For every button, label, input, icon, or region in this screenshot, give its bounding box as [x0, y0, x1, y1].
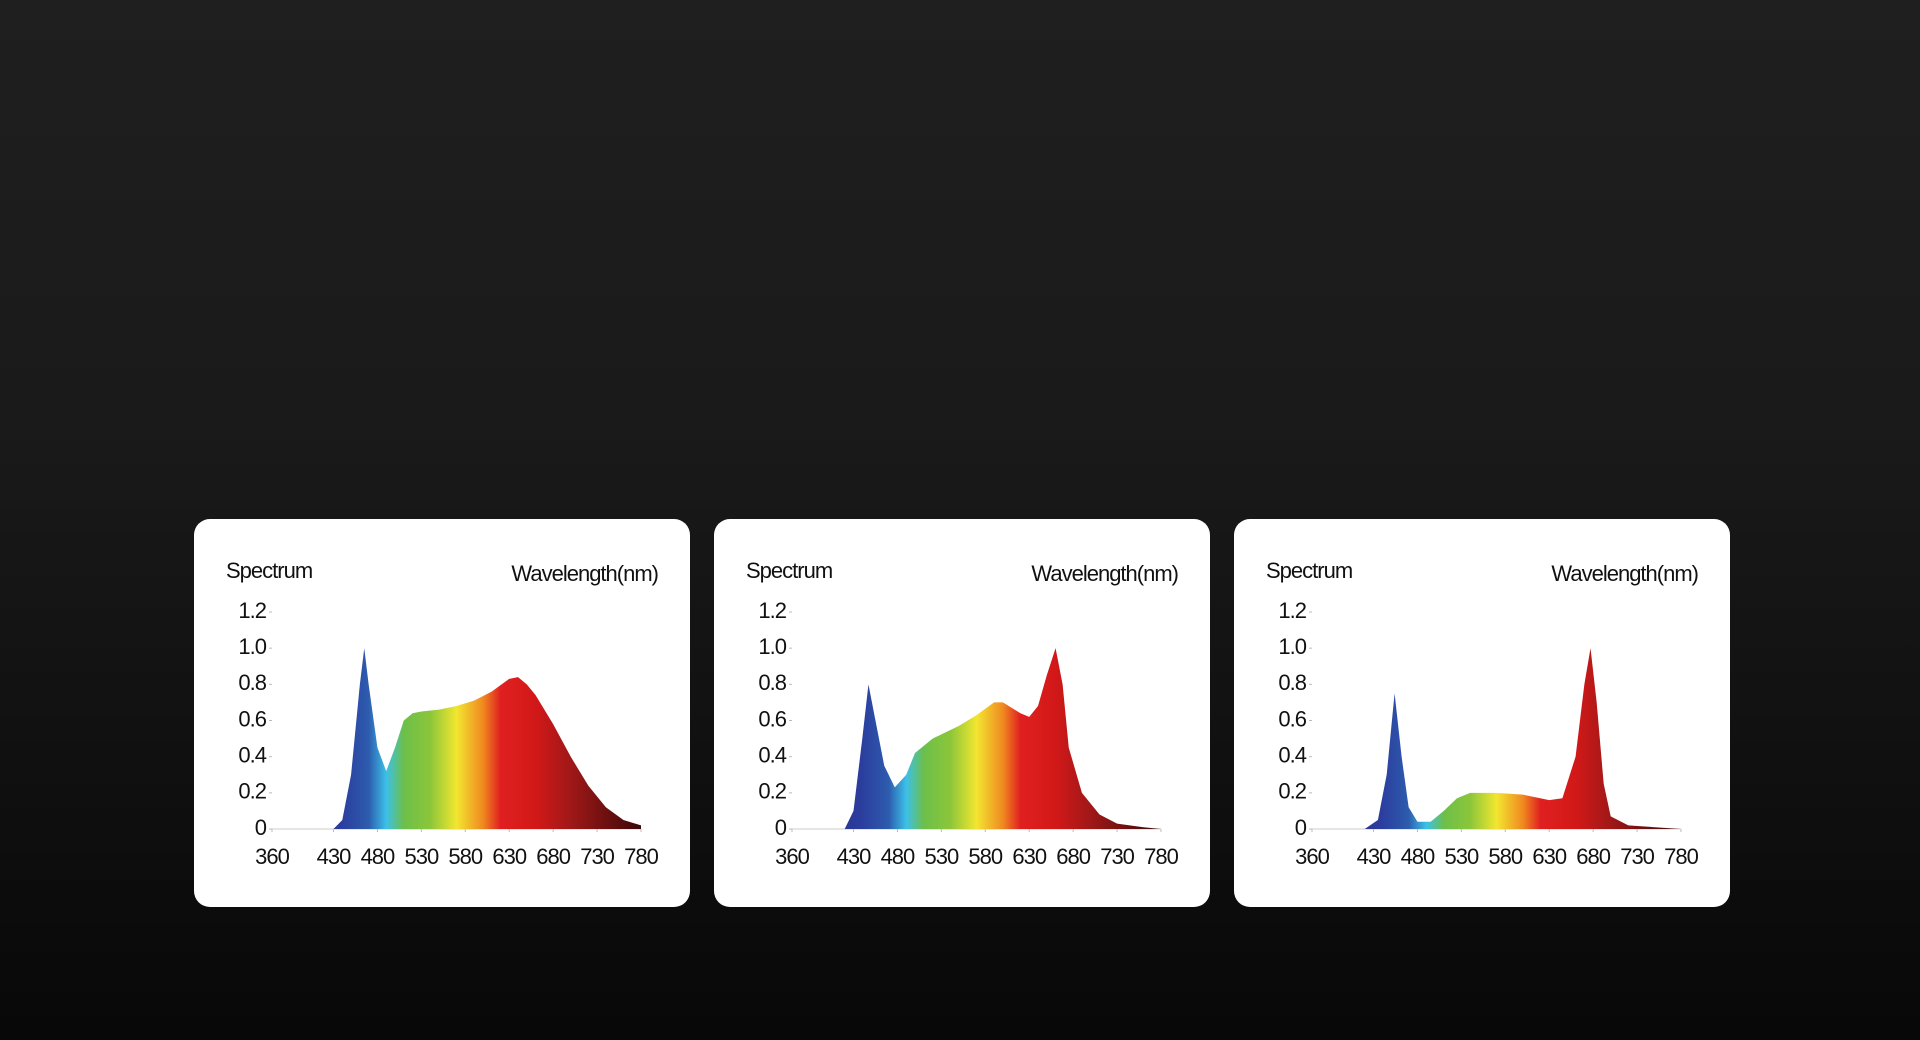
- y-tick-label: 1.2: [238, 598, 266, 623]
- x-tick-label: 530: [404, 844, 438, 869]
- x-axis-label: Wavelength(nm): [511, 561, 658, 586]
- y-tick-label: 0.2: [758, 779, 786, 804]
- y-tick-label: 0: [775, 815, 787, 840]
- x-tick-label: 360: [775, 844, 809, 869]
- y-tick-label: 1.0: [1278, 634, 1306, 659]
- y-axis-label: Spectrum: [1266, 558, 1352, 583]
- chart: Spectrum Wavelength(nm) 0 0.2 0.4 0.6 0.8 1.0 1.…: [746, 558, 1180, 869]
- y-tick-label: 0.8: [238, 670, 266, 695]
- x-tick-label: 680: [1576, 844, 1610, 869]
- x-tick-label: 360: [255, 844, 289, 869]
- spectrum-area: [333, 648, 641, 829]
- x-tick-label: 630: [492, 844, 526, 869]
- x-tick-label: 780: [624, 844, 658, 869]
- chart-card: Spectrum Wavelength(nm) 0 0.2 0.4 0.6 0.8 1.0 1.…: [194, 519, 690, 907]
- chart: Spectrum Wavelength(nm) 0 0.2 0.4 0.6 0.8 1.0 1.…: [226, 558, 660, 869]
- y-tick-label: 0.6: [758, 706, 786, 731]
- y-tick-label: 1.0: [238, 634, 266, 659]
- x-axis-label: Wavelength(nm): [1551, 561, 1698, 586]
- spectrum-area: [844, 648, 1161, 829]
- x-tick-label: 780: [1664, 844, 1698, 869]
- x-tick-label: 730: [1100, 844, 1134, 869]
- x-tick-label: 530: [924, 844, 958, 869]
- y-tick-label: 1.2: [758, 598, 786, 623]
- y-tick-label: 0.8: [758, 670, 786, 695]
- x-tick-label: 430: [317, 844, 351, 869]
- y-axis-label: Spectrum: [746, 558, 832, 583]
- x-tick-label: 630: [1012, 844, 1046, 869]
- chart-card: Spectrum Wavelength(nm) 0 0.2 0.4 0.6 0.8 1.0 1.…: [714, 519, 1210, 907]
- x-tick-label: 580: [1488, 844, 1522, 869]
- x-tick-label: 580: [968, 844, 1002, 869]
- x-tick-label: 360: [1295, 844, 1329, 869]
- y-tick-label: 0.8: [1278, 670, 1306, 695]
- x-tick-label: 430: [837, 844, 871, 869]
- y-tick-label: 0.2: [1278, 779, 1306, 804]
- y-tick-label: 0.2: [238, 779, 266, 804]
- y-tick-label: 0.4: [758, 742, 786, 767]
- x-tick-label: 430: [1357, 844, 1391, 869]
- y-tick-label: 0.6: [1278, 706, 1306, 731]
- y-tick-label: 0.6: [238, 706, 266, 731]
- y-tick-label: 1.2: [1278, 598, 1306, 623]
- y-tick-label: 0.4: [238, 742, 266, 767]
- x-tick-label: 680: [1056, 844, 1090, 869]
- y-tick-label: 1.0: [758, 634, 786, 659]
- x-tick-label: 580: [448, 844, 482, 869]
- x-tick-label: 480: [1401, 844, 1435, 869]
- x-tick-label: 630: [1532, 844, 1566, 869]
- y-axis-label: Spectrum: [226, 558, 312, 583]
- x-axis-label: Wavelength(nm): [1031, 561, 1178, 586]
- chart-card: Spectrum Wavelength(nm) 0 0.2 0.4 0.6 0.8 1.0 1.…: [1234, 519, 1730, 907]
- x-tick-label: 730: [580, 844, 614, 869]
- y-tick-label: 0.4: [1278, 742, 1306, 767]
- x-tick-label: 480: [361, 844, 395, 869]
- chart: Spectrum Wavelength(nm) 0 0.2 0.4 0.6 0.8 1.0 1.…: [1266, 558, 1700, 869]
- x-tick-label: 680: [536, 844, 570, 869]
- x-tick-label: 480: [881, 844, 915, 869]
- spectrum-area: [1364, 648, 1681, 829]
- y-tick-label: 0: [255, 815, 267, 840]
- x-tick-label: 780: [1144, 844, 1178, 869]
- x-tick-label: 730: [1620, 844, 1654, 869]
- y-tick-label: 0: [1295, 815, 1307, 840]
- x-tick-label: 530: [1444, 844, 1478, 869]
